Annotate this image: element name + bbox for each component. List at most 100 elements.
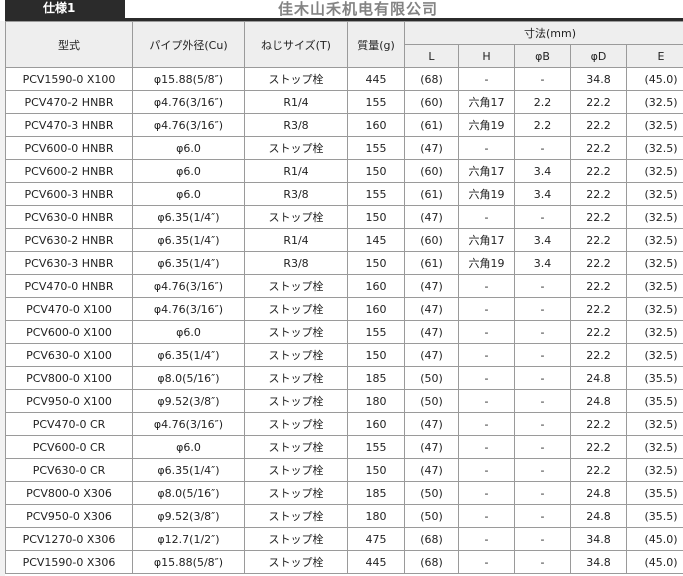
cell-phiD: 24.8 <box>570 481 627 505</box>
tab-underline <box>5 18 683 21</box>
cell-E: (32.5) <box>625 159 683 183</box>
header-phiB: φB <box>514 44 571 68</box>
cell-thread-size: ストップ栓 <box>244 343 348 367</box>
cell-phiB: - <box>514 412 571 436</box>
cell-thread-size: ストップ栓 <box>244 320 348 344</box>
cell-phiD: 22.2 <box>570 412 627 436</box>
cell-phiB: 3.4 <box>514 159 571 183</box>
header-pipe-diameter: パイプ外径(Cu) <box>132 21 245 68</box>
cell-model: PCV800-0 X306 <box>5 481 133 505</box>
cell-H: - <box>458 297 515 321</box>
cell-L: (47) <box>404 435 459 459</box>
cell-H: - <box>458 343 515 367</box>
cell-thread-size: ストップ栓 <box>244 504 348 528</box>
cell-pipe-diameter: φ4.76(3/16″) <box>132 113 245 137</box>
cell-H: 六角17 <box>458 90 515 114</box>
cell-model: PCV1590-0 X306 <box>5 550 133 574</box>
header-L: L <box>404 44 459 68</box>
cell-pipe-diameter: φ9.52(3/8″) <box>132 389 245 413</box>
cell-phiD: 22.2 <box>570 458 627 482</box>
header-dimensions: 寸法(mm) <box>403 21 683 45</box>
cell-phiD: 22.2 <box>570 228 627 252</box>
cell-pipe-diameter: φ4.76(3/16″) <box>132 297 245 321</box>
cell-L: (68) <box>404 527 459 551</box>
cell-thread-size: R3/8 <box>244 113 348 137</box>
cell-phiD: 22.2 <box>570 297 627 321</box>
cell-thread-size: R3/8 <box>244 182 348 206</box>
cell-H: 六角17 <box>458 228 515 252</box>
cell-mass: 180 <box>347 389 405 413</box>
cell-L: (68) <box>404 67 459 91</box>
cell-L: (47) <box>404 274 459 298</box>
cell-L: (61) <box>404 251 459 275</box>
cell-thread-size: ストップ栓 <box>244 412 348 436</box>
cell-E: (32.5) <box>625 136 683 160</box>
cell-phiB: - <box>514 550 571 574</box>
cell-H: - <box>458 458 515 482</box>
table-row: PCV600-0 CR φ6.0 ストップ栓 155 (47) - -22.2 (32.5) <box>5 435 683 459</box>
cell-H: - <box>458 67 515 91</box>
cell-E: (32.5) <box>625 274 683 298</box>
cell-phiB: - <box>514 136 571 160</box>
cell-E: (45.0) <box>625 550 683 574</box>
table-row: PCV800-0 X100 φ8.0(5/16″) ストップ栓 185 (50) - -24… <box>5 366 683 390</box>
cell-model: PCV630-3 HNBR <box>5 251 133 275</box>
cell-pipe-diameter: φ6.0 <box>132 159 245 183</box>
cell-phiD: 22.2 <box>570 205 627 229</box>
cell-phiB: - <box>514 366 571 390</box>
cell-mass: 155 <box>347 435 405 459</box>
cell-mass: 155 <box>347 320 405 344</box>
cell-thread-size: R3/8 <box>244 251 348 275</box>
tab-spec-1[interactable]: 仕様1 <box>5 0 125 18</box>
cell-phiD: 34.8 <box>570 527 627 551</box>
cell-L: (60) <box>404 159 459 183</box>
spec-table-container: 型式 パイプ外径(Cu) ねじサイズ(T) 質量(g) 寸法(mm) L H φ… <box>5 21 683 574</box>
table-row: PCV600-3 HNBR φ6.0 R3/8 155 (61) 六角19 3.4 22.2(… <box>5 182 683 206</box>
header-E: E <box>625 44 683 68</box>
table-row: PCV470-0 CR φ4.76(3/16″) ストップ栓 160 (47) - -22.… <box>5 412 683 436</box>
cell-mass: 145 <box>347 228 405 252</box>
cell-phiB: - <box>514 435 571 459</box>
cell-L: (47) <box>404 343 459 367</box>
cell-thread-size: ストップ栓 <box>244 136 348 160</box>
header-phiD: φD <box>570 44 627 68</box>
cell-E: (32.5) <box>625 182 683 206</box>
cell-thread-size: ストップ栓 <box>244 458 348 482</box>
cell-H: - <box>458 320 515 344</box>
cell-mass: 475 <box>347 527 405 551</box>
table-row: PCV630-0 CR φ6.35(1/4″) ストップ栓 150 (47) - -22.2… <box>5 458 683 482</box>
cell-mass: 150 <box>347 251 405 275</box>
cell-L: (61) <box>404 182 459 206</box>
cell-thread-size: R1/4 <box>244 228 348 252</box>
left-border <box>0 21 5 576</box>
cell-thread-size: R1/4 <box>244 90 348 114</box>
cell-mass: 155 <box>347 136 405 160</box>
cell-mass: 155 <box>347 182 405 206</box>
cell-mass: 160 <box>347 412 405 436</box>
cell-mass: 180 <box>347 504 405 528</box>
cell-H: 六角17 <box>458 159 515 183</box>
cell-model: PCV800-0 X100 <box>5 366 133 390</box>
cell-mass: 160 <box>347 113 405 137</box>
cell-phiD: 22.2 <box>570 90 627 114</box>
cell-E: (32.5) <box>625 228 683 252</box>
cell-L: (47) <box>404 205 459 229</box>
cell-model: PCV600-0 CR <box>5 435 133 459</box>
cell-L: (47) <box>404 136 459 160</box>
table-body: PCV1590-0 X100 φ15.88(5/8″) ストップ栓 445 (68) - -… <box>5 67 683 574</box>
cell-pipe-diameter: φ6.35(1/4″) <box>132 343 245 367</box>
cell-model: PCV950-0 X306 <box>5 504 133 528</box>
cell-L: (50) <box>404 389 459 413</box>
cell-pipe-diameter: φ8.0(5/16″) <box>132 481 245 505</box>
cell-mass: 445 <box>347 67 405 91</box>
spec-table: 型式 パイプ外径(Cu) ねじサイズ(T) 質量(g) 寸法(mm) L H φ… <box>5 21 683 574</box>
cell-pipe-diameter: φ4.76(3/16″) <box>132 90 245 114</box>
cell-thread-size: ストップ栓 <box>244 297 348 321</box>
cell-pipe-diameter: φ12.7(1/2″) <box>132 527 245 551</box>
cell-model: PCV470-0 X100 <box>5 297 133 321</box>
cell-phiD: 34.8 <box>570 550 627 574</box>
cell-H: - <box>458 366 515 390</box>
cell-mass: 185 <box>347 481 405 505</box>
cell-model: PCV1590-0 X100 <box>5 67 133 91</box>
cell-mass: 155 <box>347 90 405 114</box>
